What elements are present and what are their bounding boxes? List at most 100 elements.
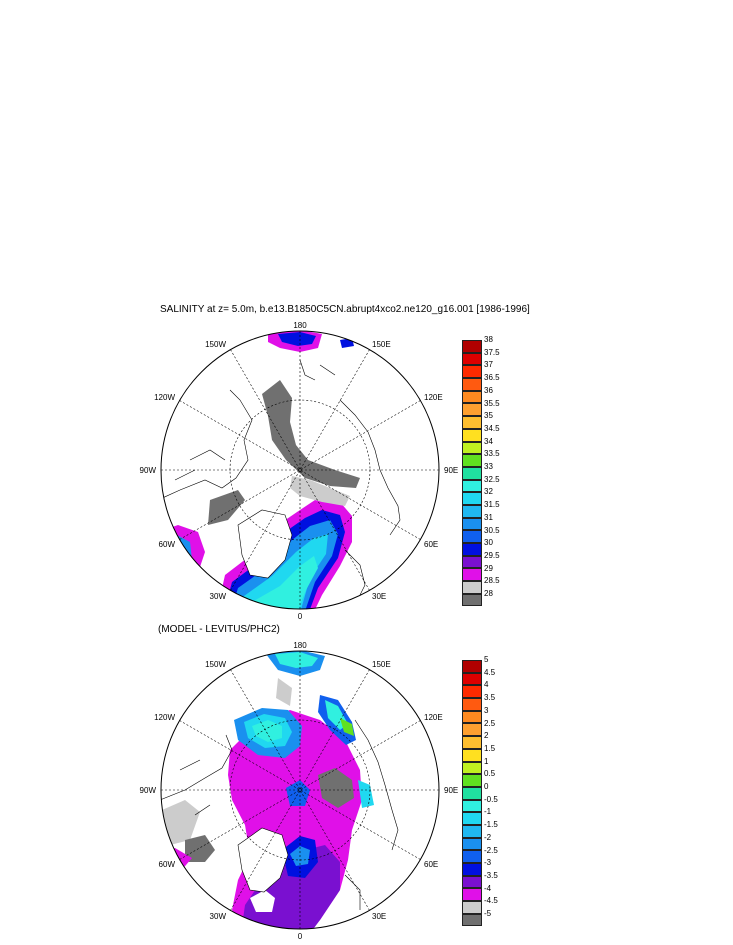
difference-colorbar [462,660,482,927]
colorbar-tick-label: 31 [484,512,493,522]
colorbar-swatch [462,888,482,902]
lon-label-90w: 90W [140,466,157,475]
colorbar-tick-label: 34 [484,436,493,446]
colorbar-swatch [462,913,482,927]
colorbar-tick-label: 2.5 [484,718,496,728]
gray-region [262,380,360,488]
colorbar-tick-label: 33 [484,462,493,471]
colorbar-tick-label: -5 [484,909,492,918]
colorbar-swatch [462,736,482,749]
colorbar-swatch [462,365,482,379]
colorbar-tick-label: 3.5 [484,693,496,703]
colorbar-tick-label: -4 [484,883,492,893]
colorbar-swatch [462,378,482,391]
lon-label-150w: 150W [205,340,226,349]
colorbar-swatch [462,530,482,543]
colorbar-tick-label: 33.5 [484,449,500,459]
colorbar-swatch [462,492,482,505]
lon-label-180: 180 [293,641,307,650]
lon-label-60e: 60E [424,860,438,869]
salinity-polar-map: 180 150W 150E 120W 120E 90W 90E 60W 60E … [140,321,459,620]
colorbar-swatch [462,672,482,686]
colorbar-tick-label: -1.5 [484,820,498,830]
lon-label-60e: 60E [424,540,438,549]
colorbar-swatch [462,428,482,442]
colorbar-tick-label: 0 [484,782,489,791]
colorbar-swatch [462,698,482,711]
figure-subtitle: (MODEL - LEVITUS/PHC2) [158,624,280,635]
colorbar-tick-label: 4.5 [484,667,496,677]
lon-label-120e: 120E [424,393,443,402]
colorbar-tick-label: -2.5 [484,845,498,855]
colorbar-swatch [462,685,482,699]
colorbar-swatch [462,568,482,582]
colorbar-tick-label: 5 [484,655,489,664]
colorbar-tick-label: 29 [484,563,493,573]
colorbar-tick-label: 28.5 [484,576,500,586]
lon-label-90w: 90W [140,786,157,795]
colorbar-swatch [462,761,482,775]
lon-label-0: 0 [298,932,303,940]
colorbar-tick-label: 28 [484,589,493,598]
colorbar-tick-label: 3 [484,705,489,715]
colorbar-swatch [462,416,482,429]
colorbar-tick-label: 1.5 [484,743,496,753]
colorbar-tick-label: -4.5 [484,896,498,906]
figure-title: SALINITY at z= 5.0m, b.e13.B1850C5CN.abr… [160,304,530,315]
colorbar-swatch [462,340,482,353]
colorbar-swatch [462,660,482,673]
colorbar-swatch [462,543,482,556]
colorbar-tick-label: 30 [484,538,493,548]
colorbar-swatch [462,799,482,813]
colorbar-tick-label: 32.5 [484,474,500,484]
lon-label-30e: 30E [372,592,386,601]
salinity-colorbar [462,340,482,607]
colorbar-tick-label: 1 [484,756,489,766]
colorbar-tick-label: 32 [484,487,493,497]
lon-label-0: 0 [298,612,303,620]
colorbar-tick-label: 38 [484,335,493,344]
colorbar-swatch [462,824,482,838]
colorbar-swatch [462,466,482,480]
colorbar-tick-label: 0.5 [484,769,496,779]
colorbar-tick-label: 36.5 [484,373,500,383]
colorbar-tick-label: 37.5 [484,347,500,357]
colorbar-swatch [462,454,482,467]
lon-label-150e: 150E [372,660,391,669]
lon-label-30w: 30W [210,912,227,921]
colorbar-tick-label: 31.5 [484,500,500,510]
colorbar-tick-label: 37 [484,360,493,370]
colorbar-swatch [462,837,482,851]
lon-label-120w: 120W [154,713,175,722]
colorbar-tick-label: 36 [484,385,493,395]
colorbar-tick-label: 34.5 [484,423,500,433]
lon-label-120e: 120E [424,713,443,722]
lon-label-30w: 30W [210,592,227,601]
colorbar-swatch [462,403,482,417]
lon-label-60w: 60W [159,540,176,549]
colorbar-tick-label: -2 [484,832,492,842]
colorbar-swatch [462,581,482,594]
colorbar-tick-label: 29.5 [484,550,500,560]
lon-label-150w: 150W [205,660,226,669]
difference-polar-map: 180 150W 150E 120W 120E 90W 90E 60W 60E … [140,641,459,940]
colorbar-tick-label: 30.5 [484,525,500,535]
colorbar-swatch [462,774,482,787]
colorbar-swatch [462,710,482,724]
colorbar-tick-label: 2 [484,731,489,741]
gray-region [161,800,200,845]
lon-label-30e: 30E [372,912,386,921]
colorbar-swatch [462,748,482,762]
colorbar-tick-label: -3.5 [484,870,498,880]
lon-label-150e: 150E [372,340,391,349]
lon-label-180: 180 [293,321,307,330]
graticule [161,331,439,609]
colorbar-swatch [462,593,482,607]
colorbar-tick-label: -3 [484,858,492,868]
colorbar-swatch [462,479,482,493]
colorbar-swatch [462,555,482,569]
colorbar-swatch [462,441,482,455]
colorbar-swatch [462,863,482,876]
lon-label-90e: 90E [444,466,458,475]
colorbar-tick-label: 4 [484,680,489,690]
